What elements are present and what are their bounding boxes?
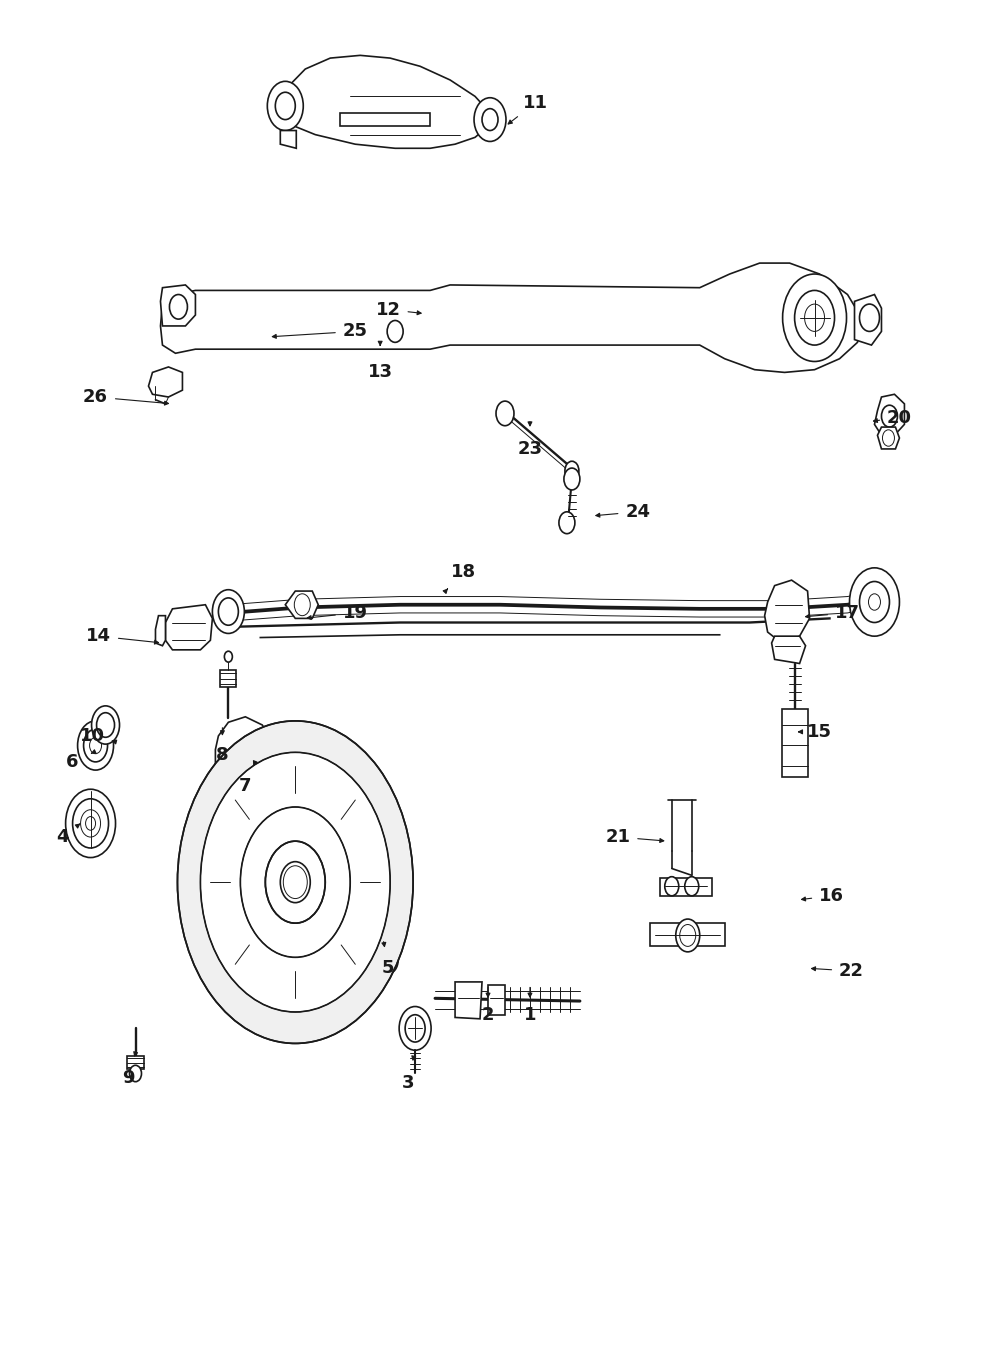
Circle shape: [224, 651, 232, 662]
Polygon shape: [874, 394, 904, 435]
Text: 7: 7: [239, 777, 252, 796]
Polygon shape: [855, 294, 881, 345]
Polygon shape: [220, 670, 236, 687]
Polygon shape: [650, 923, 725, 947]
Text: 23: 23: [517, 440, 542, 458]
Text: 2: 2: [482, 1005, 494, 1023]
Polygon shape: [772, 636, 806, 663]
Text: 11: 11: [522, 94, 547, 112]
Circle shape: [474, 97, 506, 141]
Polygon shape: [488, 985, 505, 1015]
Circle shape: [169, 294, 187, 319]
Text: 18: 18: [450, 564, 476, 581]
Circle shape: [280, 862, 310, 903]
Text: 24: 24: [625, 503, 650, 521]
Polygon shape: [155, 616, 165, 646]
Polygon shape: [160, 285, 195, 326]
Text: 19: 19: [343, 603, 368, 622]
Circle shape: [240, 807, 350, 958]
Polygon shape: [877, 427, 899, 449]
Polygon shape: [280, 130, 296, 148]
Text: 13: 13: [368, 364, 393, 382]
Circle shape: [212, 590, 244, 633]
Polygon shape: [278, 55, 490, 148]
Text: 25: 25: [343, 323, 368, 341]
Circle shape: [783, 274, 847, 361]
Text: 4: 4: [56, 828, 69, 845]
Text: 21: 21: [605, 828, 630, 845]
Circle shape: [496, 401, 514, 425]
Text: 8: 8: [216, 746, 229, 765]
Text: 26: 26: [83, 389, 108, 406]
Circle shape: [676, 919, 700, 952]
Text: 17: 17: [835, 603, 860, 622]
Circle shape: [267, 81, 303, 130]
Polygon shape: [215, 717, 272, 780]
Polygon shape: [160, 263, 861, 372]
Circle shape: [66, 789, 116, 858]
Polygon shape: [660, 878, 712, 896]
Circle shape: [177, 721, 413, 1044]
Text: 12: 12: [376, 301, 401, 319]
Text: 9: 9: [122, 1068, 135, 1086]
Text: 6: 6: [66, 752, 79, 772]
Text: 14: 14: [86, 627, 111, 646]
Circle shape: [78, 721, 114, 770]
Circle shape: [378, 947, 398, 974]
Text: 15: 15: [807, 722, 832, 741]
Circle shape: [130, 1066, 141, 1082]
Text: 22: 22: [839, 962, 864, 979]
Polygon shape: [765, 580, 810, 643]
Circle shape: [92, 706, 120, 744]
Circle shape: [200, 752, 390, 1012]
Polygon shape: [285, 591, 318, 618]
Circle shape: [399, 1007, 431, 1051]
Text: 16: 16: [819, 886, 844, 904]
Circle shape: [559, 512, 575, 534]
Circle shape: [265, 841, 325, 923]
Text: 20: 20: [887, 409, 912, 427]
Polygon shape: [782, 709, 808, 777]
Text: 5: 5: [382, 959, 394, 977]
Circle shape: [564, 468, 580, 490]
Circle shape: [850, 568, 899, 636]
Text: 1: 1: [524, 1005, 536, 1023]
Circle shape: [665, 877, 679, 896]
Circle shape: [860, 304, 879, 331]
Polygon shape: [218, 777, 278, 878]
Polygon shape: [148, 367, 182, 397]
Polygon shape: [127, 1056, 144, 1070]
Text: 3: 3: [402, 1074, 414, 1092]
Circle shape: [565, 461, 579, 480]
Circle shape: [685, 877, 699, 896]
Polygon shape: [455, 982, 482, 1019]
Polygon shape: [165, 605, 212, 650]
Text: 10: 10: [80, 726, 105, 746]
Circle shape: [387, 320, 403, 342]
